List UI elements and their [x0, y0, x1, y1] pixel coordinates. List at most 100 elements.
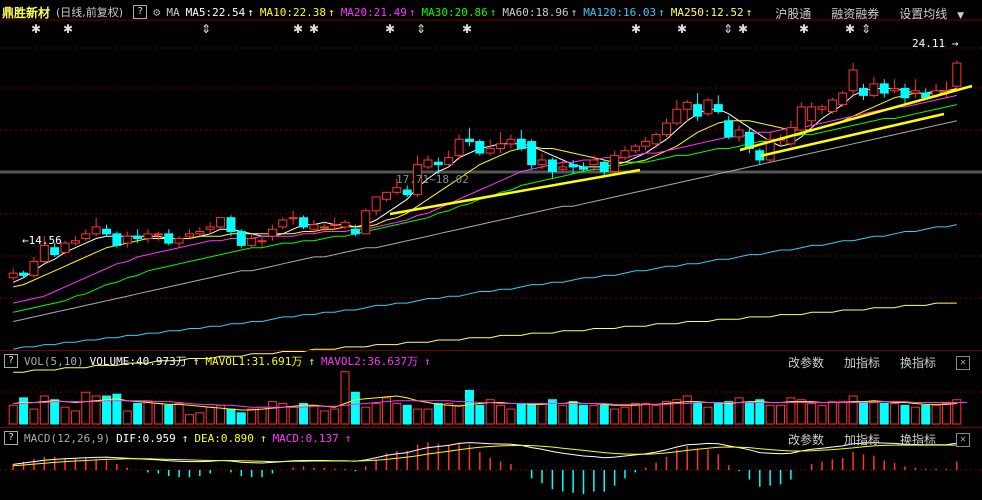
candle-body	[340, 221, 350, 228]
candle-body	[8, 272, 18, 279]
candle-body	[288, 217, 298, 220]
ma-line-ma60	[13, 120, 957, 322]
volume-bar	[8, 404, 18, 425]
volume-indicator-bar: ? VOL(5,10) VOLUME:40.973万 ↑ MAVOL1:31.6…	[0, 350, 982, 371]
volume-bar	[102, 395, 112, 425]
ma-values: MA5:22.54 ↑ MA10:22.38 ↑ MA20:21.49 ↑ MA30:20.…	[186, 6, 759, 19]
switch-indicator-button[interactable]: 换指标	[899, 433, 936, 447]
close-icon[interactable]: ✕	[956, 355, 970, 370]
up-arrow-icon: ↑	[489, 5, 497, 19]
help-icon[interactable]: ?	[133, 5, 148, 19]
candle-body	[765, 138, 775, 161]
macd-indicator-bar: ? MACD(12,26,9) DIF:0.959 ↑ DEA:0.890 ↑ …	[0, 427, 982, 448]
candle-body	[226, 217, 236, 233]
candle-body	[579, 166, 589, 170]
volume-bar	[164, 404, 174, 425]
candle-body	[516, 138, 526, 149]
candle-body	[278, 219, 288, 228]
candle-body	[558, 166, 568, 170]
candle-body	[299, 217, 309, 228]
gear-icon[interactable]: ⚙	[153, 5, 161, 19]
volume-bar	[91, 395, 101, 425]
dea-line	[13, 444, 957, 467]
candle-body	[661, 122, 671, 136]
candle-body	[485, 147, 495, 154]
volume-bar	[900, 404, 910, 425]
mavol1-value: MAVOL1:31.691万	[205, 355, 303, 368]
volume-bar	[827, 401, 837, 425]
candle-body	[29, 261, 39, 276]
close-icon[interactable]: ✕	[956, 432, 970, 447]
candle-body	[70, 240, 80, 244]
help-icon[interactable]: ?	[4, 431, 18, 445]
volume-bar	[869, 401, 879, 425]
candle-body	[734, 129, 744, 138]
help-icon[interactable]: ?	[4, 354, 18, 368]
volume-bar	[724, 401, 734, 425]
ma-label: MA	[166, 5, 180, 19]
volume-bar	[319, 410, 329, 425]
volume-bar	[734, 397, 744, 425]
margin-trading-button[interactable]: 融资融券	[831, 7, 880, 21]
trend-line	[739, 84, 973, 152]
event-marker-icon: ✱	[31, 22, 41, 36]
up-arrow-icon: ↑	[570, 5, 578, 19]
event-marker-icon: ✱	[293, 22, 303, 36]
candle-body	[102, 228, 112, 235]
change-param-button[interactable]: 改参数	[787, 433, 824, 447]
volume-bar	[599, 404, 609, 425]
candle-body	[402, 189, 412, 196]
candle-body	[858, 87, 868, 96]
volume-bar	[39, 395, 49, 425]
volume-bar	[786, 397, 796, 425]
ma-value-5: MA120:16.03	[583, 5, 657, 19]
candle-body	[827, 99, 837, 113]
candle-body	[350, 228, 360, 235]
volume-bar	[776, 404, 786, 425]
candle-body	[309, 224, 319, 230]
candle-body	[900, 87, 910, 99]
set-ma-button[interactable]: 设置均线 ▼	[899, 7, 964, 21]
volume-bar	[454, 404, 464, 425]
candle-body	[205, 226, 215, 230]
add-indicator-button[interactable]: 加指标	[843, 433, 880, 447]
candle-body	[724, 120, 734, 138]
volume-bar	[133, 402, 143, 425]
dif-value: DIF:0.959	[116, 431, 176, 445]
volume-bar	[392, 402, 402, 425]
event-marker-icon: ✱	[462, 22, 472, 36]
volume-bar	[433, 402, 443, 425]
volume-bar	[537, 402, 547, 425]
candle-body	[589, 159, 599, 166]
change-param-button[interactable]: 改参数	[787, 356, 824, 370]
volume-bar	[620, 406, 630, 425]
stock-name[interactable]: 鼎胜新材	[2, 5, 51, 20]
volume-bar	[651, 404, 661, 425]
hk-connect-button[interactable]: 沪股通	[775, 7, 812, 21]
top-indicator-bar: 鼎胜新材 (日线,前复权) ? ⚙ MA MA5:22.54 ↑ MA10:22.3…	[0, 2, 982, 22]
candle-body	[672, 108, 682, 124]
volume-bar	[330, 408, 340, 425]
volume-bar	[568, 401, 578, 425]
candle-body	[651, 134, 661, 145]
volume-bar	[941, 402, 951, 425]
candle-body	[641, 141, 651, 147]
ma-line-ma20	[13, 94, 957, 304]
caret-down-icon: ▼	[957, 11, 964, 21]
candle-body	[174, 237, 184, 244]
switch-indicator-button[interactable]: 换指标	[899, 356, 936, 370]
volume-bar	[796, 399, 806, 425]
candle-body	[184, 233, 194, 237]
volume-bar	[381, 397, 391, 425]
candle-body	[682, 101, 692, 110]
trend-line	[759, 112, 945, 158]
volume-bar	[910, 406, 920, 425]
volume-bar	[630, 402, 640, 425]
volume-bar	[340, 371, 350, 425]
volume-bar	[641, 402, 651, 425]
volume-bar	[817, 404, 827, 425]
add-indicator-button[interactable]: 加指标	[843, 356, 880, 370]
volume-bar	[29, 408, 39, 425]
candle-body	[216, 217, 226, 228]
